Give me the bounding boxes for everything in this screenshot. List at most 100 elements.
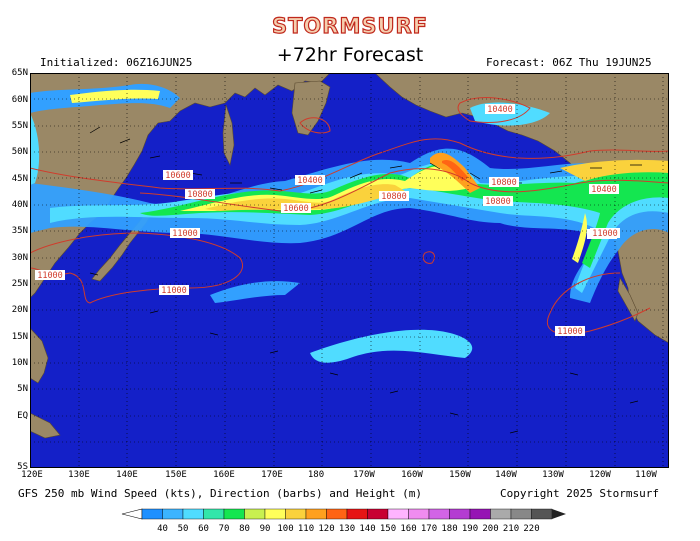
lon-label: 120E (21, 470, 43, 480)
contour-label: 11000 (172, 229, 198, 239)
contour-label: 10600 (283, 204, 309, 214)
scale-swatch (264, 508, 286, 520)
lon-label: 150W (449, 470, 471, 480)
lat-label: 65N (11, 68, 28, 78)
scale-tick-label: 130 (339, 524, 355, 534)
contour-label-bg (163, 170, 193, 180)
scale-swatch (469, 508, 491, 520)
lon-label: 170E (261, 470, 283, 480)
lat-label: 15N (11, 332, 28, 342)
scale-tick-label: 70 (219, 524, 230, 534)
scale-tick-label: 50 (178, 524, 189, 534)
contour-label-bg (159, 285, 189, 295)
indonesia-land (30, 412, 61, 439)
contour-label: 10800 (491, 178, 517, 188)
scale-swatch (141, 508, 163, 520)
scale-swatch (531, 508, 553, 520)
scale-swatch (326, 508, 348, 520)
scale-tick-label: 110 (298, 524, 314, 534)
lon-label: 170W (353, 470, 375, 480)
contour-label-bg (185, 189, 215, 199)
contour-label: 10400 (487, 105, 513, 115)
contour-label-bg (35, 270, 65, 280)
contour-label: 11000 (557, 327, 583, 337)
color-scale-legend: 40 50 60 70 80 90 100 110 120 130 140 150 160 170 180 1… (121, 508, 566, 534)
scale-swatch (428, 508, 450, 520)
lon-label: 180 (307, 470, 325, 480)
scale-tick-label: 120 (318, 524, 334, 534)
scale-swatch (510, 508, 532, 520)
lat-label: 10N (11, 358, 28, 368)
contour-label: 11000 (592, 229, 618, 239)
scale-min-arrow (121, 508, 143, 520)
lat-label: 5N (17, 384, 28, 394)
contour-label: 10800 (381, 192, 407, 202)
contour-label: 10400 (591, 185, 617, 195)
contour-label: 11000 (161, 286, 187, 296)
lat-label: 25N (11, 279, 28, 289)
copyright-notice: Copyright 2025 Stormsurf (500, 487, 659, 500)
contour-label: 10800 (187, 190, 213, 200)
contour-label-bg (295, 175, 325, 185)
asia-land (30, 73, 331, 299)
lon-label: 130E (68, 470, 90, 480)
scale-tick-label: 140 (359, 524, 375, 534)
scale-tick-label: 220 (523, 524, 539, 534)
contour-labels: 10600 10800 10400 10600 10800 10400 10800 10800… (35, 104, 620, 337)
lon-label: 130W (542, 470, 564, 480)
stormsurf-logo: STORMSURF (271, 13, 429, 38)
lat-label: 30N (11, 253, 28, 263)
baja-land (617, 277, 639, 322)
lat-label: 60N (11, 95, 28, 105)
height-contours (30, 97, 669, 335)
scale-tick-label: 190 (462, 524, 478, 534)
contour-label-bg (281, 203, 311, 213)
contour-label-bg (170, 228, 200, 238)
scale-tick-label: 40 (157, 524, 168, 534)
lon-label: 140E (116, 470, 138, 480)
contour-label: 10600 (165, 171, 191, 181)
scale-tick-label: 180 (441, 524, 457, 534)
lon-label: 150E (165, 470, 187, 480)
wind-barbs (89, 126, 642, 434)
scale-swatch (182, 508, 204, 520)
scale-swatch (244, 508, 266, 520)
philippines-land (30, 327, 49, 384)
lat-label: 20N (11, 305, 28, 315)
lon-label: 140W (495, 470, 517, 480)
scale-tick-label: 170 (421, 524, 437, 534)
initialized-label: Initialized: 06Z16JUN25 (40, 56, 193, 69)
scale-swatch (387, 508, 409, 520)
scale-swatch (285, 508, 307, 520)
scale-tick-label: 160 (400, 524, 416, 534)
scale-swatch (449, 508, 471, 520)
forecast-time-label: Forecast: 06Z Thu 19JUN25 (486, 56, 652, 69)
scale-max-arrow (552, 509, 566, 519)
contour-label-bg (590, 228, 620, 238)
lat-label: 50N (11, 147, 28, 157)
scale-swatch (490, 508, 512, 520)
graticule (30, 73, 669, 468)
contour-label-bg (555, 326, 585, 336)
sakhalin-land (222, 104, 235, 166)
lat-label: EQ (17, 411, 28, 421)
scale-tick-label: 80 (239, 524, 250, 534)
contour-label-bg (589, 184, 619, 194)
scale-tick-label: 90 (260, 524, 271, 534)
contour-label: 11000 (37, 271, 63, 281)
scale-tick-label: 150 (380, 524, 396, 534)
scale-swatch (162, 508, 184, 520)
lat-label: 40N (11, 200, 28, 210)
lon-label: 160W (401, 470, 423, 480)
page-title: +72hr Forecast (276, 44, 424, 66)
lon-label: 160E (213, 470, 235, 480)
scale-tick-label: 60 (198, 524, 209, 534)
contour-label: 10400 (297, 176, 323, 186)
scale-tick-label: 100 (277, 524, 293, 534)
contour-label-bg (483, 196, 513, 206)
lon-label: 120W (589, 470, 611, 480)
scale-tick-label: 200 (482, 524, 498, 534)
scale-tick-label: 210 (503, 524, 519, 534)
contour-label-bg (485, 104, 515, 114)
scale-swatch (305, 508, 327, 520)
